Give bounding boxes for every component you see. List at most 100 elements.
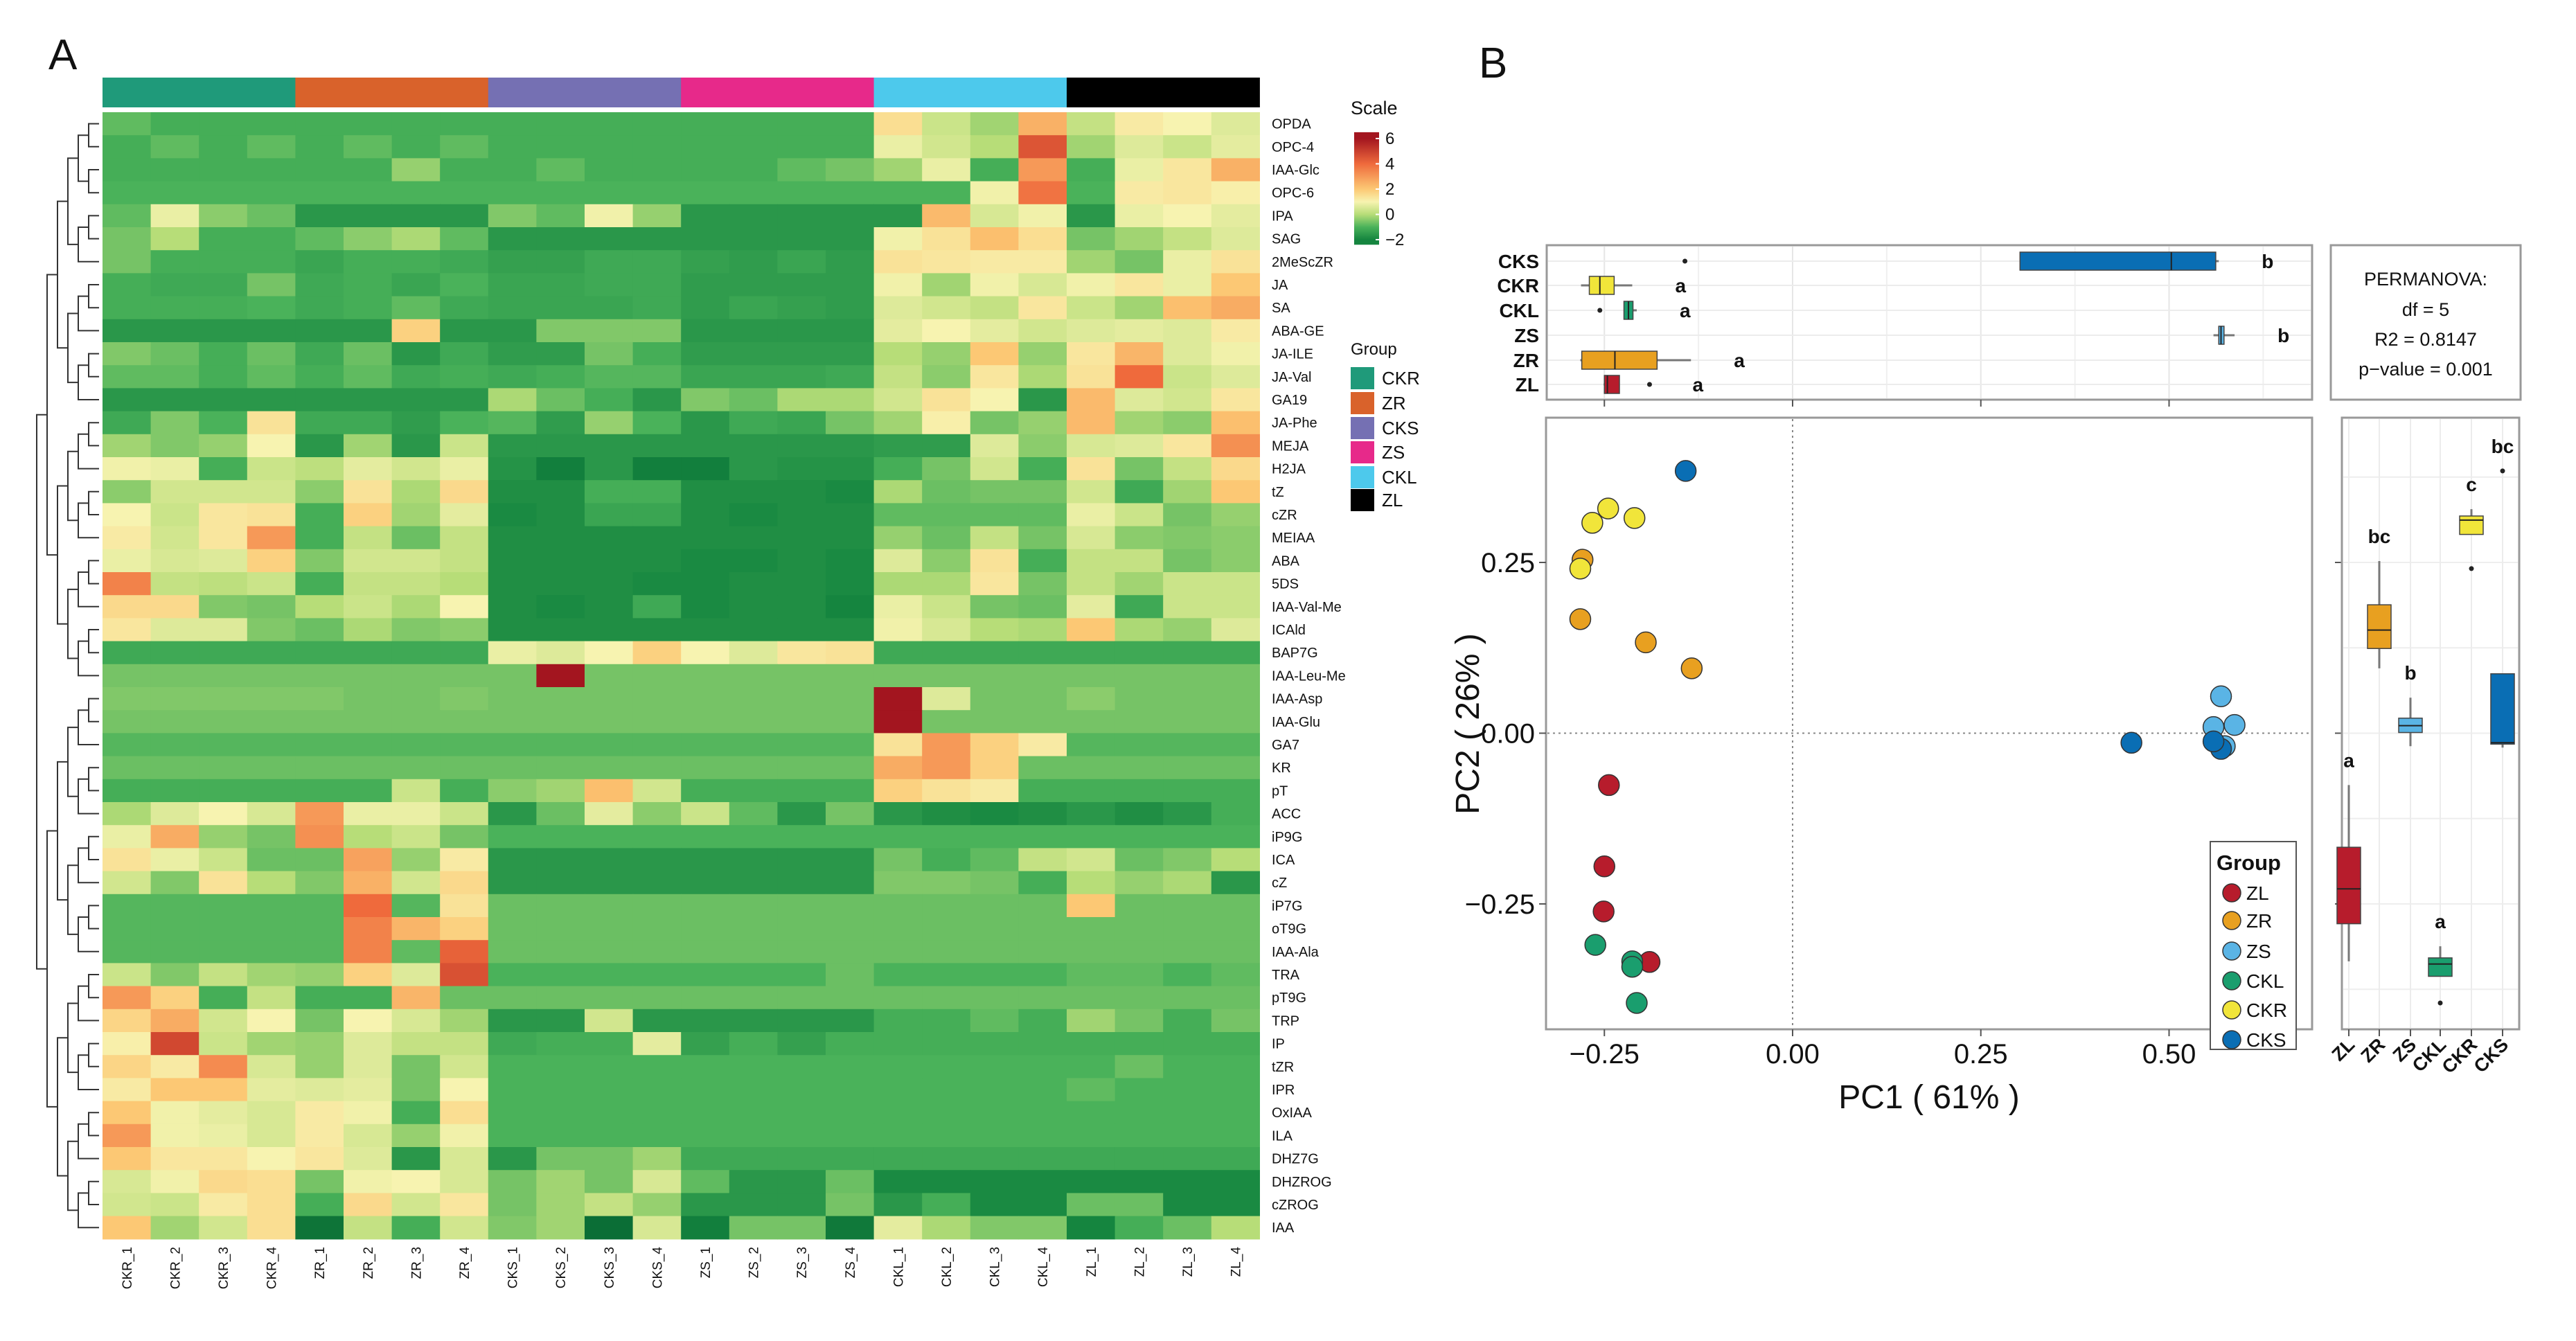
heatmap-cell — [681, 342, 730, 366]
heatmap-cell — [150, 756, 199, 780]
column-label: CKS_2 — [554, 1247, 569, 1288]
heatmap-cell — [536, 825, 585, 849]
heatmap-cell — [585, 664, 634, 688]
heatmap-cell — [1163, 848, 1212, 872]
heatmap-cell — [440, 572, 489, 596]
heatmap-cell — [247, 181, 296, 205]
heatmap-cell — [247, 710, 296, 734]
heatmap-cell — [826, 457, 875, 481]
heatmap-cell — [1114, 434, 1164, 458]
heatmap-cell — [1018, 1055, 1067, 1078]
heatmap-cell — [922, 181, 971, 205]
heatmap-cell — [873, 687, 923, 711]
heatmap-cell — [970, 917, 1019, 941]
heatmap-cell — [777, 411, 826, 435]
heatmap-cell — [970, 618, 1019, 642]
box-outlier — [2437, 1000, 2443, 1006]
heatmap-cell — [295, 135, 344, 159]
heatmap-cell — [777, 1009, 826, 1033]
heatmap-cell — [440, 135, 489, 159]
heatmap-cell — [1211, 342, 1260, 366]
heatmap-cell — [488, 296, 537, 320]
heatmap-cell — [488, 940, 537, 963]
heatmap-cell — [295, 986, 344, 1010]
heatmap-cell — [295, 802, 344, 826]
heatmap-cell — [440, 112, 489, 136]
heatmap-cell — [103, 273, 152, 297]
heatmap-cell — [391, 1009, 441, 1033]
heatmap-cell — [729, 710, 778, 734]
heatmap-cell — [1018, 802, 1067, 826]
heatmap-cell — [440, 848, 489, 872]
heatmap-cell — [1163, 365, 1212, 389]
heatmap-cell — [873, 1170, 923, 1193]
heatmap-cell — [150, 135, 199, 159]
heatmap-cell — [536, 480, 585, 504]
heatmap-cell — [199, 1216, 248, 1240]
heatmap-cell — [344, 687, 393, 711]
heatmap-cell — [1114, 940, 1164, 963]
heatmap-cell — [199, 963, 248, 987]
dendrogram-branch — [67, 864, 78, 935]
heatmap-cell — [1067, 158, 1116, 182]
heatmap-cell — [536, 1170, 585, 1193]
heatmap-cell — [488, 595, 537, 619]
heatmap-cell — [632, 135, 682, 159]
heatmap-cell — [247, 848, 296, 872]
heatmap-cell — [681, 296, 730, 320]
heatmap-cell — [344, 894, 393, 918]
heatmap-cell — [1163, 388, 1212, 412]
dendrogram-branch — [67, 157, 78, 245]
heatmap-cell — [199, 595, 248, 619]
heatmap-cell — [199, 273, 248, 297]
box-cks — [2019, 251, 2217, 271]
pc1-boxplot-panel: CKS b CKR a CKL a ZS b ZR a ZL a — [1497, 244, 2313, 407]
heatmap-cell — [103, 1009, 152, 1033]
heatmap-cell — [150, 1124, 199, 1148]
heatmap-cell — [729, 595, 778, 619]
heatmap-cell — [247, 296, 296, 320]
heatmap-cell — [1018, 1032, 1067, 1056]
heatmap-cell — [632, 181, 682, 205]
heatmap-cell — [681, 733, 730, 757]
heatmap-cell — [199, 411, 248, 435]
heatmap-cell — [585, 917, 634, 941]
heatmap-cell — [1163, 158, 1212, 182]
heatmap-cell — [873, 342, 923, 366]
dendrogram-branch — [88, 422, 99, 447]
heatmap-cell — [150, 595, 199, 619]
heatmap-cell — [729, 1170, 778, 1193]
heatmap-cell — [295, 411, 344, 435]
group-color-bar-zl — [1067, 78, 1260, 107]
heatmap-cell — [1067, 480, 1116, 504]
heatmap-cell — [1163, 641, 1212, 665]
row-label: MEIAA — [1272, 531, 1315, 546]
data-point-ckr — [1597, 497, 1619, 519]
dendrogram-branch — [67, 312, 78, 384]
row-label: IAA-Glc — [1272, 163, 1320, 178]
heatmap-cell — [199, 710, 248, 734]
heatmap-cell — [922, 526, 971, 550]
heatmap-cell — [1114, 1101, 1164, 1125]
heatmap-cell — [826, 871, 875, 895]
heatmap-cell — [585, 595, 634, 619]
row-label: OxIAA — [1272, 1105, 1312, 1121]
heatmap-cell — [585, 848, 634, 872]
heatmap-cell — [729, 756, 778, 780]
heatmap-cell — [488, 1170, 537, 1193]
heatmap-cell — [1163, 296, 1212, 320]
heatmap-cell — [295, 457, 344, 481]
significance-letter: a — [1680, 300, 1691, 321]
heatmap-cell — [150, 1078, 199, 1102]
heatmap-cell — [585, 756, 634, 780]
heatmap-cell — [873, 388, 923, 412]
heatmap-cell — [247, 1124, 296, 1148]
group-color-bar-ckl — [873, 78, 1067, 107]
heatmap-cell — [632, 986, 682, 1010]
heatmap-cell — [1211, 411, 1260, 435]
heatmap-cell — [873, 848, 923, 872]
heatmap-cell — [777, 687, 826, 711]
heatmap-cell — [103, 503, 152, 527]
heatmap-cell — [826, 1009, 875, 1033]
